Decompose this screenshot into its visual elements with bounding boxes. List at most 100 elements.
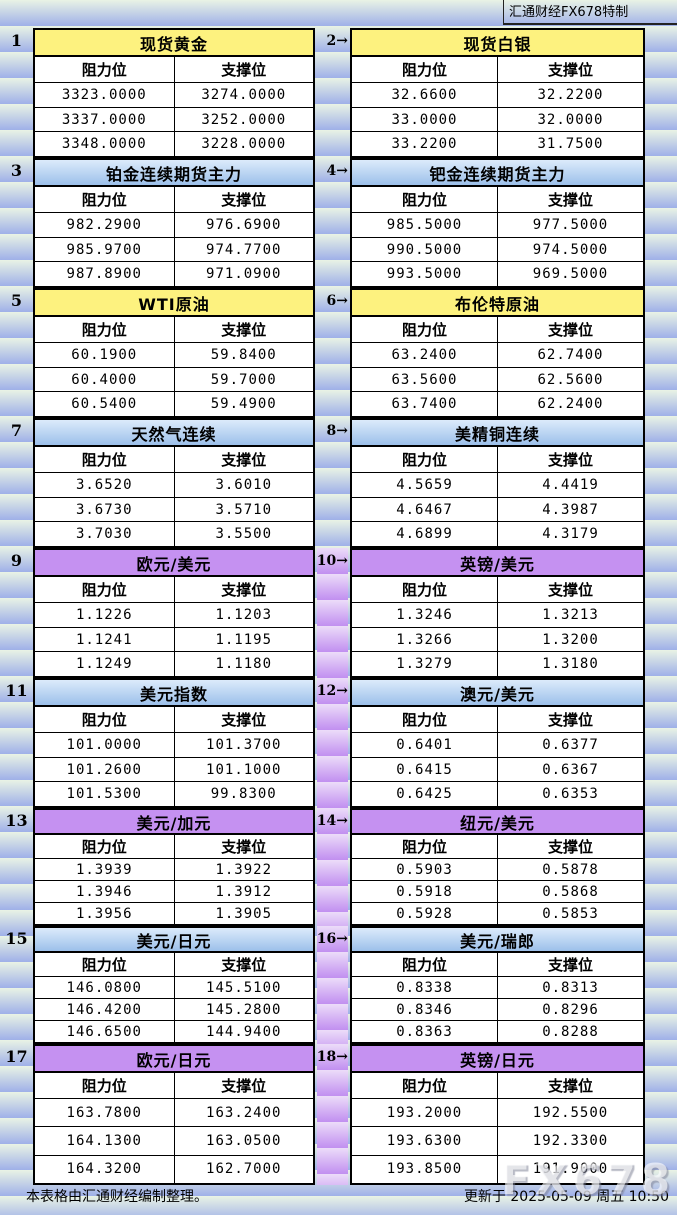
resistance-header: 阻力位 bbox=[35, 707, 175, 732]
resistance-value: 0.8338 bbox=[352, 977, 498, 998]
row-number-margin: 11 bbox=[0, 678, 33, 808]
row-number-margin: 13 bbox=[0, 808, 33, 926]
resistance-value: 63.2400 bbox=[352, 343, 498, 367]
resistance-value: 985.5000 bbox=[352, 213, 498, 237]
table-row: 3337.0000 3252.0000 bbox=[35, 107, 313, 133]
instrument-title: 现货黄金 bbox=[35, 30, 313, 57]
footer: 本表格由汇通财经编制整理。 更新于 2025-05-09 周五 10:50 bbox=[0, 1181, 677, 1215]
table-header-row: 阻力位 支撑位 bbox=[352, 577, 643, 603]
table-row: 0.6425 0.6353 bbox=[352, 782, 643, 807]
table-number-arrow-label: 2→ bbox=[326, 33, 348, 49]
instrument-table: 现货白银 阻力位 支撑位 32.6600 32.2200 33.0000 32.… bbox=[350, 28, 645, 158]
center-gutter: 2→ bbox=[315, 28, 350, 158]
instrument-table: 天然气连续 阻力位 支撑位 3.6520 3.6010 3.6730 3.571… bbox=[33, 418, 315, 548]
support-header: 支撑位 bbox=[547, 838, 593, 856]
instrument-table: 美元指数 阻力位 支撑位 101.0000 101.3700 101.2600 … bbox=[33, 678, 315, 808]
row-number-margin: 5 bbox=[0, 288, 33, 418]
resistance-value: 101.2600 bbox=[35, 757, 175, 782]
instrument-table: 钯金连续期货主力 阻力位 支撑位 985.5000 977.5000 990.5… bbox=[350, 158, 645, 288]
support-value: 62.7400 bbox=[537, 346, 604, 363]
resistance-value: 1.1241 bbox=[35, 627, 175, 652]
support-header: 支撑位 bbox=[547, 1077, 593, 1095]
center-gutter: 8→ bbox=[315, 418, 350, 548]
resistance-header: 阻力位 bbox=[352, 1073, 498, 1098]
table-row: 1.1241 1.1195 bbox=[35, 627, 313, 653]
instrument-table: 澳元/美元 阻力位 支撑位 0.6401 0.6377 0.6415 0.636… bbox=[350, 678, 645, 808]
resistance-value: 33.2200 bbox=[352, 132, 498, 157]
resistance-value: 101.5300 bbox=[35, 782, 175, 807]
table-number-label: 11 bbox=[5, 681, 28, 700]
instrument-title: 英镑/日元 bbox=[352, 1046, 643, 1073]
table-header-row: 阻力位 支撑位 bbox=[35, 447, 313, 473]
resistance-header: 阻力位 bbox=[352, 707, 498, 732]
table-header-row: 阻力位 支撑位 bbox=[35, 187, 313, 213]
table-number-arrow-label: 14→ bbox=[316, 813, 348, 829]
table-header-row: 阻力位 支撑位 bbox=[352, 707, 643, 733]
table-header-row: 阻力位 支撑位 bbox=[35, 835, 313, 859]
support-value: 0.6367 bbox=[542, 761, 599, 778]
support-value: 1.1195 bbox=[215, 631, 273, 648]
support-header: 支撑位 bbox=[221, 581, 267, 599]
resistance-value: 33.0000 bbox=[352, 107, 498, 132]
support-header: 支撑位 bbox=[221, 61, 267, 79]
resistance-header: 阻力位 bbox=[35, 835, 175, 858]
support-value: 0.8313 bbox=[542, 979, 599, 996]
resistance-value: 1.3946 bbox=[35, 881, 175, 902]
instrument-title: 天然气连续 bbox=[35, 420, 313, 447]
resistance-header: 阻力位 bbox=[352, 57, 498, 82]
table-row: 63.2400 62.7400 bbox=[352, 343, 643, 368]
resistance-value: 163.7800 bbox=[35, 1099, 175, 1127]
support-value: 0.5853 bbox=[542, 905, 599, 922]
table-row: 63.5600 62.5600 bbox=[352, 367, 643, 393]
instrument-title: 英镑/美元 bbox=[352, 550, 643, 577]
right-margin bbox=[645, 288, 677, 418]
table-row: 982.2900 976.6900 bbox=[35, 213, 313, 238]
resistance-value: 4.6899 bbox=[352, 522, 498, 547]
resistance-value: 0.6425 bbox=[352, 782, 498, 807]
support-value: 99.8300 bbox=[210, 786, 277, 803]
resistance-header: 阻力位 bbox=[352, 187, 498, 212]
table-row: 33.2200 31.7500 bbox=[352, 132, 643, 157]
support-value: 1.3922 bbox=[215, 861, 273, 878]
instrument-table: 美元/瑞郎 阻力位 支撑位 0.8338 0.8313 0.8346 0.829… bbox=[350, 926, 645, 1044]
table-row: 146.4200 145.2800 bbox=[35, 999, 313, 1021]
table-header-row: 阻力位 支撑位 bbox=[352, 317, 643, 343]
table-row: 1.1226 1.1203 bbox=[35, 603, 313, 628]
table-row: 4.6899 4.3179 bbox=[352, 522, 643, 547]
support-value: 1.1180 bbox=[215, 656, 273, 673]
table-row: 0.5928 0.5853 bbox=[352, 903, 643, 924]
resistance-value: 1.3939 bbox=[35, 859, 175, 880]
support-header: 支撑位 bbox=[221, 1077, 267, 1095]
table-row: 4.5659 4.4419 bbox=[352, 473, 643, 498]
resistance-value: 0.8346 bbox=[352, 999, 498, 1020]
support-value: 969.5000 bbox=[532, 266, 609, 283]
support-value: 4.4419 bbox=[542, 476, 599, 493]
table-header-row: 阻力位 支撑位 bbox=[352, 1073, 643, 1099]
resistance-value: 63.5600 bbox=[352, 367, 498, 392]
support-header: 支撑位 bbox=[221, 191, 267, 209]
resistance-value: 0.5903 bbox=[352, 859, 498, 880]
resistance-value: 0.5928 bbox=[352, 903, 498, 924]
table-row: 164.1300 163.0500 bbox=[35, 1127, 313, 1156]
resistance-value: 1.3246 bbox=[352, 603, 498, 627]
support-value: 59.4900 bbox=[210, 396, 277, 413]
table-header-row: 阻力位 支撑位 bbox=[352, 57, 643, 83]
instrument-title: 现货白银 bbox=[352, 30, 643, 57]
table-header-row: 阻力位 支撑位 bbox=[352, 187, 643, 213]
table-row: 193.2000 192.5500 bbox=[352, 1099, 643, 1128]
support-header: 支撑位 bbox=[221, 451, 267, 469]
instrument-title: 美精铜连续 bbox=[352, 420, 643, 447]
table-row: 63.7400 62.2400 bbox=[352, 392, 643, 417]
support-value: 974.7700 bbox=[206, 241, 282, 258]
resistance-value: 3323.0000 bbox=[35, 83, 175, 107]
table-row: 990.5000 974.5000 bbox=[352, 237, 643, 263]
table-row: 3.6520 3.6010 bbox=[35, 473, 313, 498]
instrument-title: 布伦特原油 bbox=[352, 290, 643, 317]
support-value: 163.2400 bbox=[206, 1104, 282, 1121]
resistance-header: 阻力位 bbox=[35, 1073, 175, 1098]
support-value: 0.6353 bbox=[542, 786, 599, 803]
table-row: 146.6500 144.9400 bbox=[35, 1021, 313, 1042]
resistance-value: 0.6415 bbox=[352, 757, 498, 782]
center-gutter: 14→ bbox=[315, 808, 350, 926]
